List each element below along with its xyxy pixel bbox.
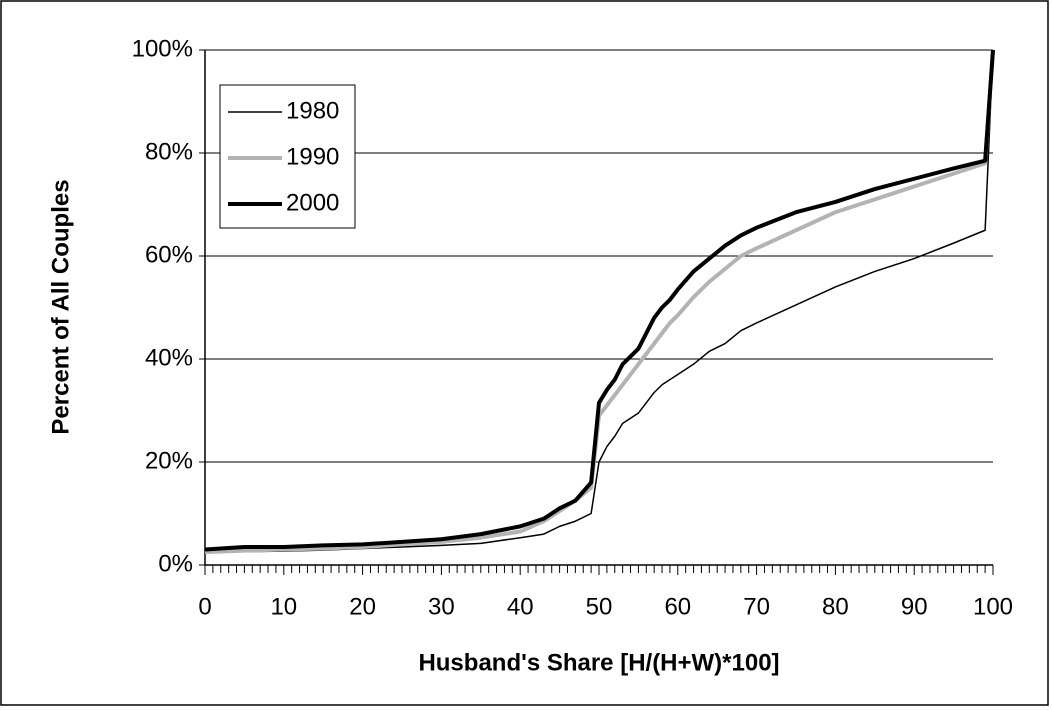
- y-tick-label: 100%: [132, 35, 193, 62]
- y-tick-label: 80%: [145, 138, 193, 165]
- x-tick-label: 100: [973, 593, 1013, 620]
- x-tick-label: 0: [198, 593, 211, 620]
- x-tick-label: 80: [822, 593, 849, 620]
- x-tick-label: 90: [901, 593, 928, 620]
- x-tick-label: 40: [507, 593, 534, 620]
- y-tick-label: 0%: [158, 550, 193, 577]
- x-tick-label: 10: [270, 593, 297, 620]
- x-axis-label: Husband's Share [H/(H+W)*100]: [418, 649, 779, 676]
- x-tick-label: 50: [586, 593, 613, 620]
- legend-label: 2000: [286, 189, 339, 216]
- series-line: [204, 49, 995, 555]
- y-axis-label: Percent of All Couples: [47, 179, 74, 434]
- y-tick-label: 40%: [145, 344, 193, 371]
- series-line: [204, 49, 994, 553]
- x-tick-label: 70: [743, 593, 770, 620]
- legend-label: 1990: [286, 143, 339, 170]
- x-tick-label: 30: [428, 593, 455, 620]
- series-line: [204, 49, 995, 552]
- y-tick-label: 60%: [145, 241, 193, 268]
- x-tick-label: 20: [349, 593, 376, 620]
- x-tick-label: 60: [664, 593, 691, 620]
- y-tick-label: 20%: [145, 447, 193, 474]
- legend-label: 1980: [286, 97, 339, 124]
